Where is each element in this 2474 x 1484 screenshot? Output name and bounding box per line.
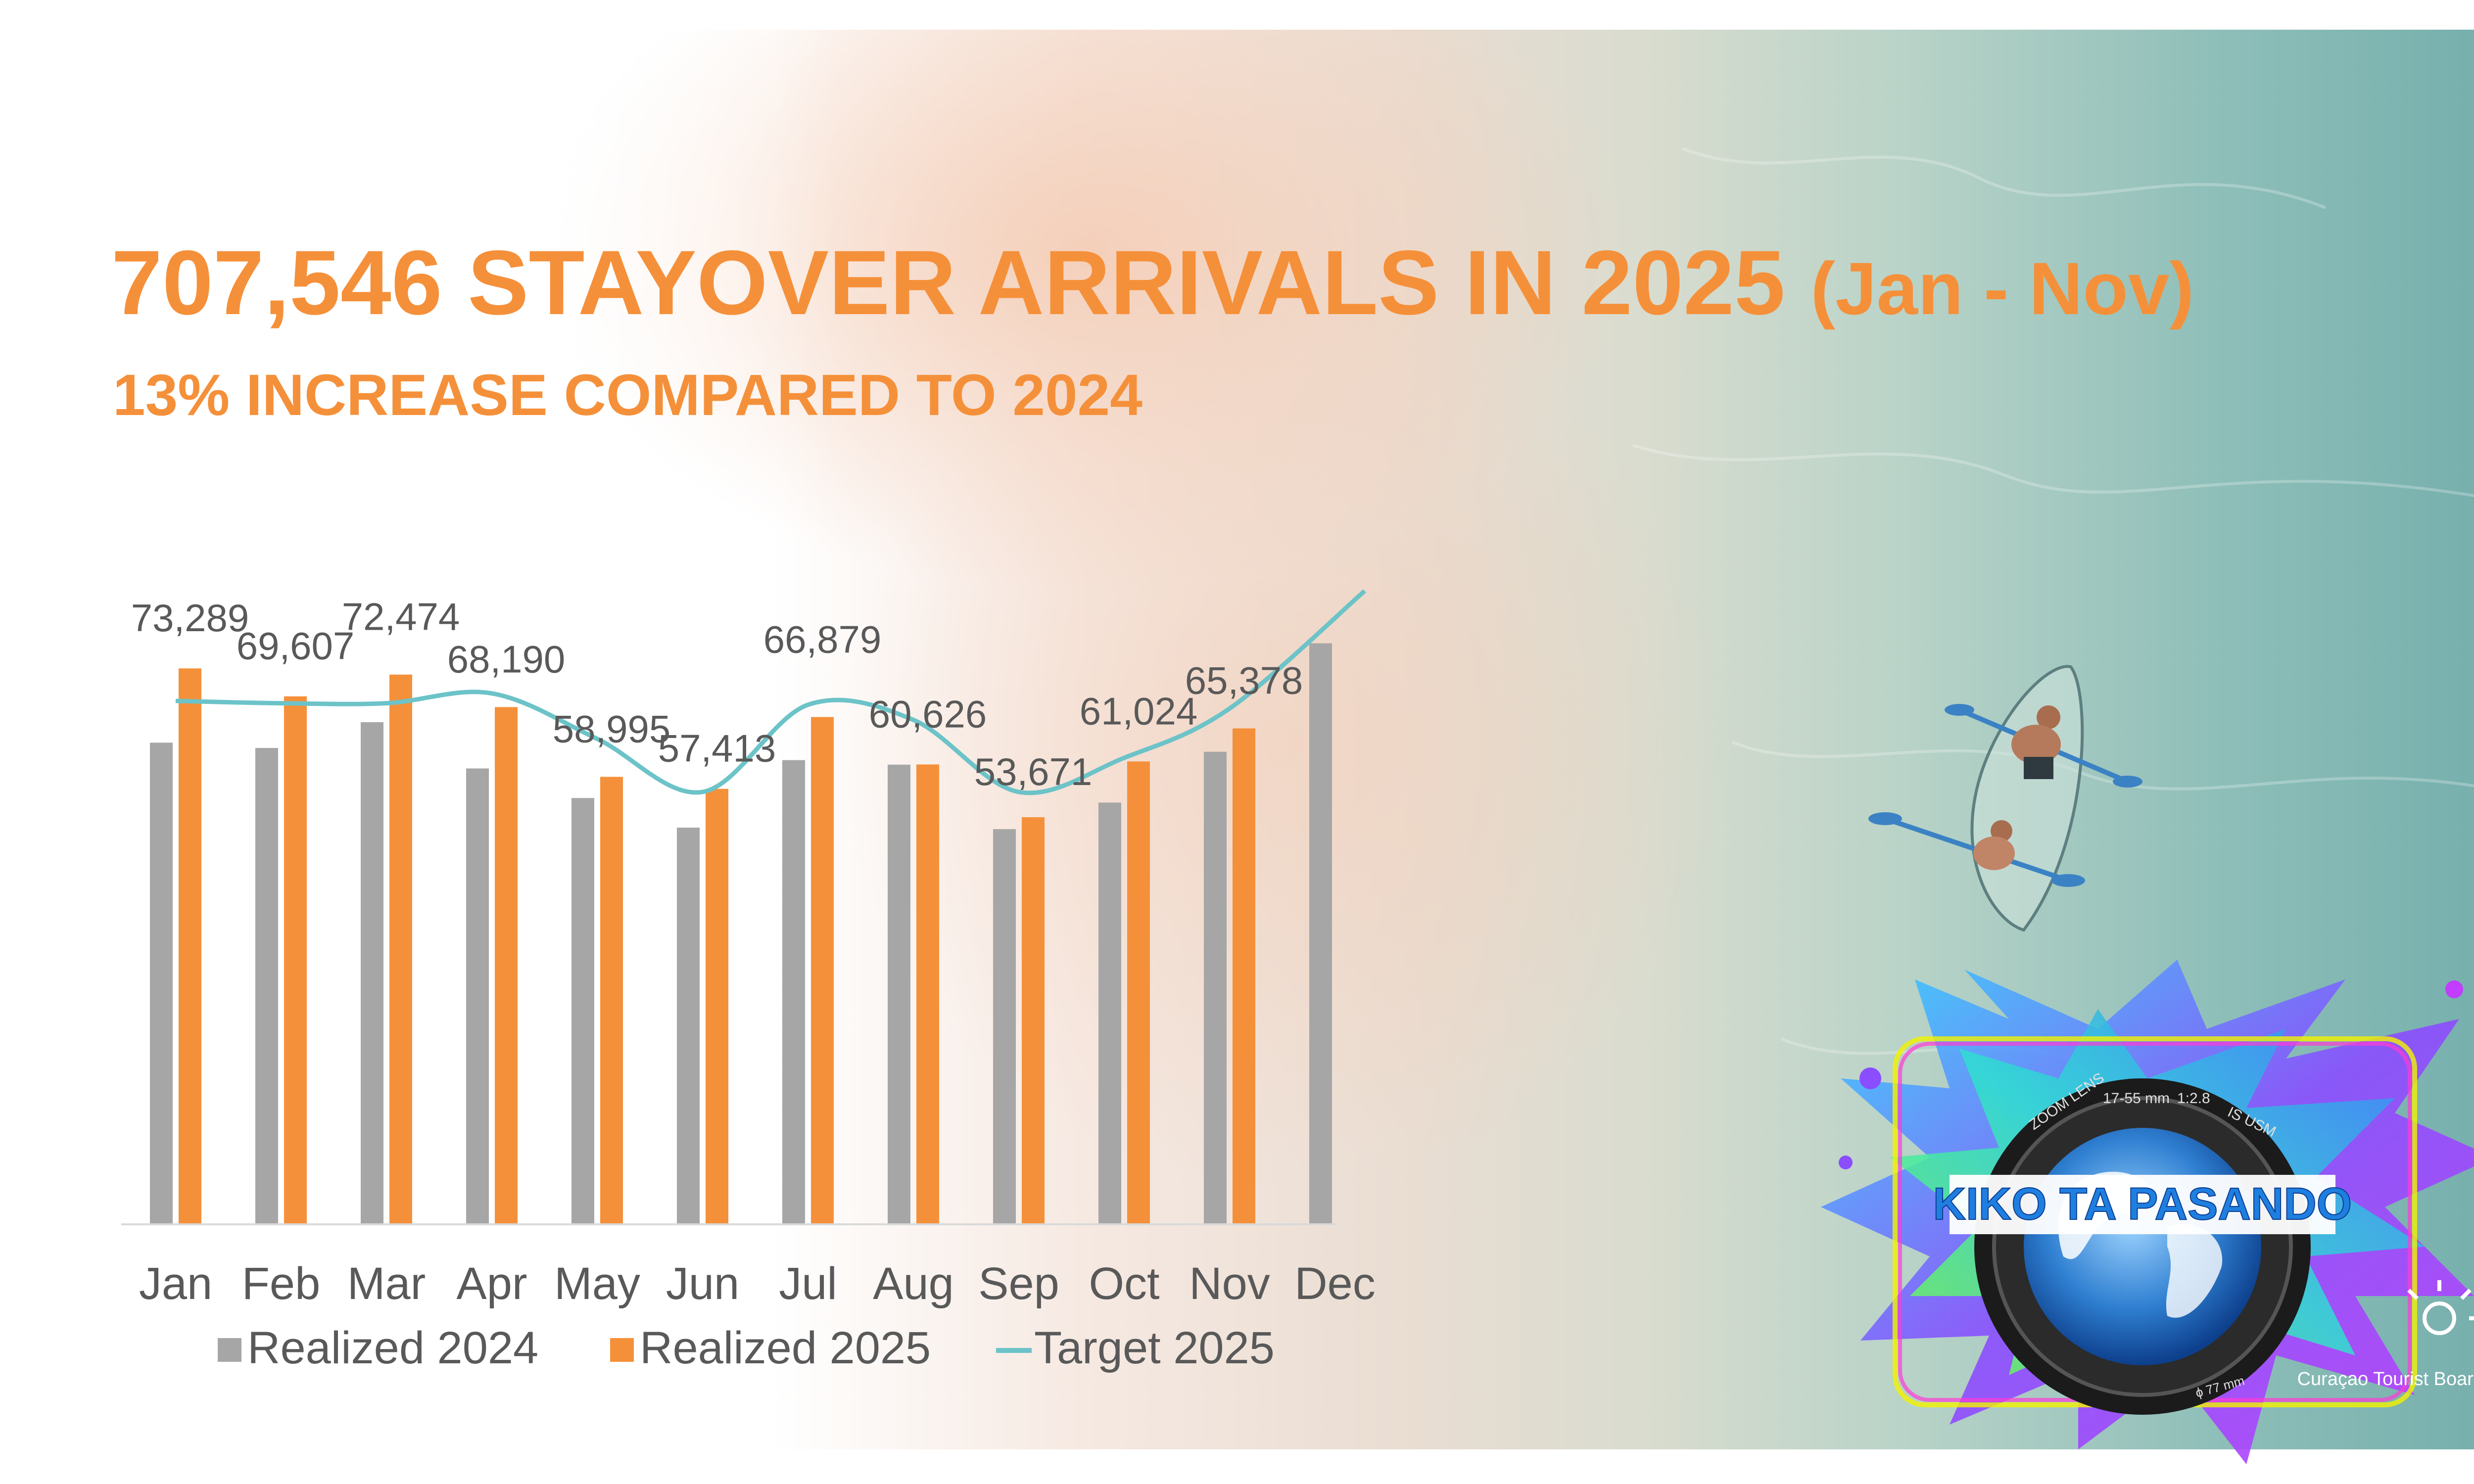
legend-label-realized-2024: Realized 2024 xyxy=(247,1323,538,1373)
x-tick-label: Jan xyxy=(139,1258,212,1309)
series-realized-2024 xyxy=(150,643,1332,1224)
data-label-realized-2025: 60,626 xyxy=(869,692,987,736)
bar-realized-2024 xyxy=(782,760,805,1224)
bar-realized-2024 xyxy=(1098,802,1121,1224)
tourist-board-label: Curaçao Tourist Board xyxy=(2297,1369,2474,1390)
sun-logo-icon xyxy=(2407,1280,2474,1335)
bar-realized-2025 xyxy=(284,696,307,1224)
data-label-realized-2025: 66,879 xyxy=(763,618,882,661)
bar-realized-2024 xyxy=(255,748,278,1224)
bar-realized-2024 xyxy=(1204,751,1227,1224)
chart-legend: Realized 2024 Realized 2025 Target 2025 xyxy=(218,1323,1275,1373)
data-label-realized-2025: 57,413 xyxy=(658,727,776,770)
bar-realized-2025 xyxy=(916,764,939,1224)
kayak-image xyxy=(1868,665,2142,932)
bar-realized-2024 xyxy=(361,722,383,1224)
data-label-realized-2025: 65,378 xyxy=(1185,659,1303,702)
data-label-realized-2025: 68,190 xyxy=(447,637,566,681)
bar-realized-2025 xyxy=(1233,728,1255,1224)
bar-realized-2025 xyxy=(179,668,201,1224)
bar-realized-2024 xyxy=(993,829,1016,1224)
bar-realized-2025 xyxy=(389,674,412,1224)
badge-title: KIKO TA PASANDO xyxy=(1933,1179,2352,1229)
lens-text: 1:2.8 xyxy=(2177,1090,2210,1107)
legend-label-realized-2025: Realized 2025 xyxy=(640,1323,931,1373)
x-tick-label: Mar xyxy=(347,1258,426,1309)
data-label-realized-2025: 61,024 xyxy=(1080,689,1198,733)
lens-text: 17-55 mm xyxy=(2103,1090,2170,1107)
bar-realized-2024 xyxy=(677,828,700,1224)
x-axis-tick-labels: Jan Feb Mar Apr May Jun Jul Aug Sep Oct Nov Dec xyxy=(139,1258,1376,1309)
x-tick-label: Sep xyxy=(978,1258,1059,1309)
data-label-realized-2025: 69,607 xyxy=(237,624,355,668)
legend-label-target-2025: Target 2025 xyxy=(1034,1323,1275,1373)
bar-realized-2024 xyxy=(466,768,489,1224)
x-tick-label: Feb xyxy=(242,1258,321,1309)
series-realized-2025 xyxy=(179,668,1255,1224)
bar-realized-2025 xyxy=(811,717,834,1224)
bar-realized-2024 xyxy=(150,742,173,1224)
x-tick-label: Aug xyxy=(873,1258,954,1309)
legend-swatch-realized-2024 xyxy=(218,1338,241,1362)
headline: 707,546 STAYOVER ARRIVALS IN 2025 (Jan -… xyxy=(111,237,2194,329)
bar-realized-2025 xyxy=(600,777,623,1224)
bar-realized-2024 xyxy=(888,764,910,1224)
data-label-realized-2025: 53,671 xyxy=(974,750,1093,793)
target-line-path xyxy=(175,589,1366,795)
bar-realized-2024 xyxy=(1309,643,1332,1224)
data-label-realized-2025: 58,995 xyxy=(553,707,671,750)
x-tick-label: Jun xyxy=(666,1258,739,1309)
legend-swatch-realized-2025 xyxy=(610,1338,634,1362)
bar-realized-2024 xyxy=(571,798,594,1224)
headline-main: 707,546 STAYOVER ARRIVALS IN 2025 xyxy=(111,232,1785,334)
x-tick-label: Nov xyxy=(1189,1258,1270,1309)
subheadline: 13% INCREASE COMPARED TO 2024 xyxy=(113,363,1142,428)
x-tick-label: Jul xyxy=(779,1258,837,1309)
x-tick-label: Apr xyxy=(456,1258,527,1309)
x-tick-label: Dec xyxy=(1294,1258,1376,1309)
data-label-realized-2025: 73,289 xyxy=(131,596,249,640)
bar-realized-2025 xyxy=(1127,761,1150,1224)
kiko-ta-pasando-logo: ZOOM LENS 17-55 mm 1:2.8 IS USM ϕ 77 mm … xyxy=(1821,960,2474,1464)
x-tick-label: Oct xyxy=(1089,1258,1159,1309)
data-label-realized-2025: 72,474 xyxy=(342,595,460,639)
headline-range: (Jan - Nov) xyxy=(1810,247,2194,330)
bar-realized-2025 xyxy=(1022,817,1045,1224)
series-target-2025 xyxy=(175,589,1366,795)
x-tick-label: May xyxy=(554,1258,640,1309)
bar-realized-2025 xyxy=(495,707,518,1224)
bar-realized-2025 xyxy=(706,788,728,1224)
